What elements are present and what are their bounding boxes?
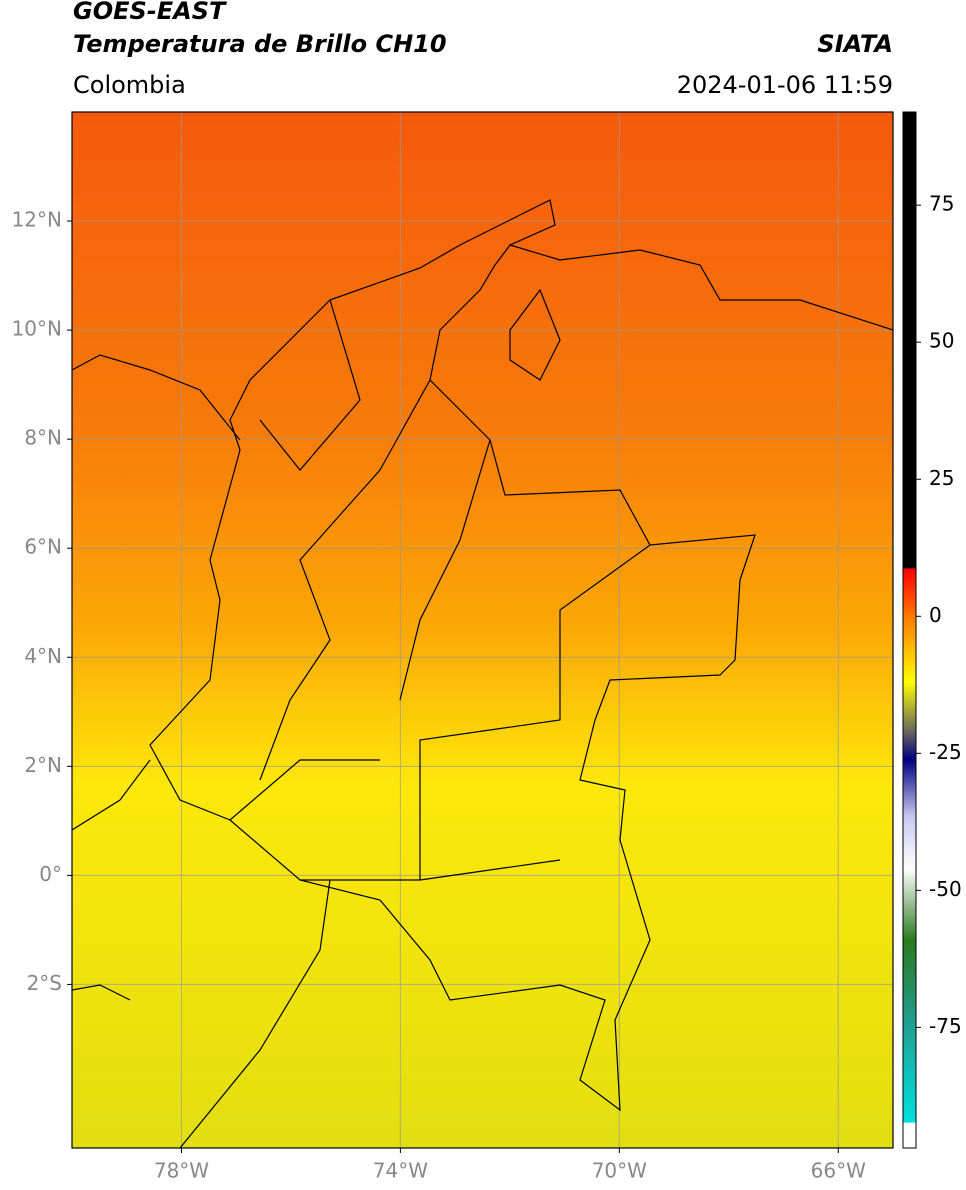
coastline bbox=[72, 244, 893, 1148]
y-tick-label: 6°N bbox=[24, 535, 62, 559]
x-tick-label: 74°W bbox=[373, 1159, 428, 1183]
grid bbox=[72, 112, 893, 1148]
title: GOES-EAST bbox=[73, 0, 227, 25]
department-borders bbox=[229, 299, 651, 881]
colorbar-tick-label: -25 bbox=[929, 740, 962, 764]
y-tick-label: 4°N bbox=[24, 644, 62, 668]
datetime: 2024-01-06 11:59 bbox=[677, 71, 893, 99]
y-tick-label: 2°S bbox=[27, 971, 62, 995]
colorbar-tick-label: 0 bbox=[929, 603, 942, 627]
source: SIATA bbox=[817, 30, 893, 58]
colorbar bbox=[902, 111, 917, 1149]
y-tick-label: 8°N bbox=[24, 426, 62, 450]
y-tick-label: 0° bbox=[39, 862, 62, 886]
region: Colombia bbox=[73, 71, 186, 99]
y-tick-label: 2°N bbox=[24, 753, 62, 777]
y-tick-label: 10°N bbox=[12, 317, 62, 341]
x-tick-label: 78°W bbox=[154, 1159, 209, 1183]
colorbar-tick-label: 25 bbox=[929, 466, 954, 490]
map-frame bbox=[71, 111, 894, 1149]
colorbar-tick-label: -75 bbox=[929, 1014, 962, 1038]
y-tick-label: 12°N bbox=[12, 208, 62, 232]
x-tick-label: 70°W bbox=[592, 1159, 647, 1183]
colorbar-tick-label: -50 bbox=[929, 877, 962, 901]
country-border bbox=[149, 199, 756, 1112]
subtitle: Temperatura de Brillo CH10 bbox=[73, 30, 447, 58]
map-area bbox=[72, 112, 893, 1148]
colorbar-tick-label: 75 bbox=[929, 192, 954, 216]
colorbar-tick-label: 50 bbox=[929, 329, 954, 353]
map-background bbox=[72, 112, 893, 1148]
x-tick-label: 66°W bbox=[811, 1159, 866, 1183]
